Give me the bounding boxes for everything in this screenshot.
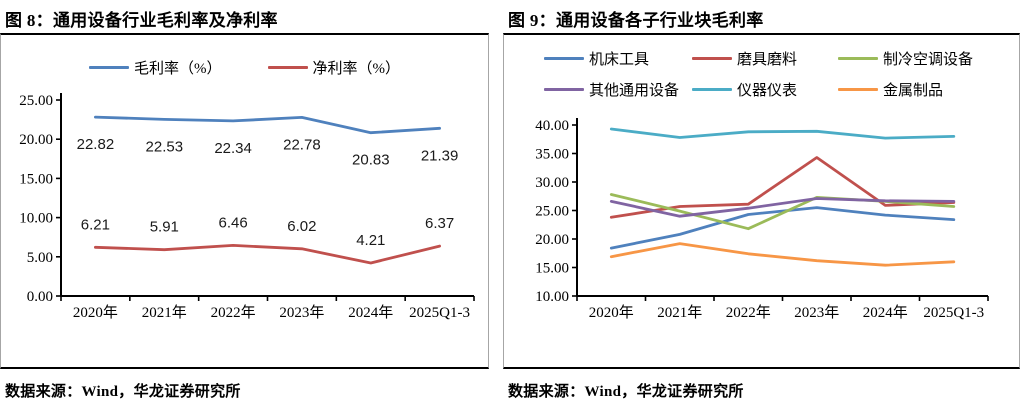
svg-text:15.00: 15.00 [535, 261, 569, 277]
legend-label: 机床工具 [589, 52, 650, 68]
svg-text:20.00: 20.00 [535, 232, 569, 248]
svg-text:25.00: 25.00 [19, 93, 53, 109]
legend-item: 仪器仪表 [692, 79, 838, 100]
legend-line-swatch [544, 57, 584, 60]
svg-text:2020年: 2020年 [589, 304, 634, 321]
legend-item: 其他通用设备 [544, 79, 692, 100]
svg-text:25.00: 25.00 [535, 204, 569, 220]
legend-line-swatch [838, 88, 878, 91]
figure-8-source: 数据来源：Wind，华龙证券研究所 [5, 384, 241, 400]
legend-label: 金属制品 [883, 83, 944, 99]
svg-text:2022年: 2022年 [211, 304, 256, 321]
svg-text:4.21: 4.21 [356, 232, 385, 249]
legend-label: 仪器仪表 [737, 83, 798, 99]
legend-label: 磨具磨料 [737, 52, 798, 68]
figure-9: 图 9：通用设备各子行业块毛利率 机床工具 磨具磨料 制冷空调设备其他通用设备 仪器仪… [503, 0, 1020, 401]
svg-text:10.00: 10.00 [19, 211, 53, 227]
svg-text:2021年: 2021年 [142, 304, 187, 321]
figure-9-chart-box: 机床工具 磨具磨料 制冷空调设备其他通用设备 仪器仪表 金属制品 10.00 15.00 2… [503, 33, 1020, 369]
svg-text:0.00: 0.00 [27, 289, 53, 305]
legend-line-swatch [267, 66, 308, 69]
svg-text:2023年: 2023年 [794, 304, 839, 321]
legend-item: 机床工具 [544, 48, 692, 69]
figure-9-legend: 机床工具 磨具磨料 制冷空调设备其他通用设备 仪器仪表 金属制品 [504, 35, 1019, 108]
svg-text:22.78: 22.78 [283, 136, 321, 153]
svg-text:22.53: 22.53 [146, 138, 184, 155]
legend-line-swatch [692, 88, 732, 91]
svg-text:2021年: 2021年 [657, 304, 702, 321]
legend-item: 磨具磨料 [692, 48, 838, 69]
legend-item: 金属制品 [838, 79, 1019, 100]
figure-9-source: 数据来源：Wind，华龙证券研究所 [508, 384, 744, 400]
legend-line-swatch [544, 88, 584, 91]
legend-item: 毛利率（%） [89, 57, 222, 78]
svg-text:40.00: 40.00 [535, 118, 569, 134]
svg-text:5.91: 5.91 [150, 219, 179, 236]
figure-8-line-plot: 0.00 5.00 10.00 15.00 20.00 25.00 2020年 2021年 20… [19, 93, 475, 321]
report-charts-row: 图 8：通用设备行业毛利率及净利率 毛利率（%） 净利率（%） 0.00 5.00 1… [0, 0, 1020, 401]
figure-9-line-plot: 10.00 15.00 20.00 25.00 30.00 35.00 40.00 2020年… [535, 118, 989, 321]
svg-text:20.83: 20.83 [352, 152, 390, 169]
svg-text:2024年: 2024年 [863, 304, 908, 321]
legend-label: 其他通用设备 [589, 83, 680, 99]
legend-item: 制冷空调设备 [838, 48, 1019, 69]
figure-8-title: 图 8：通用设备行业毛利率及净利率 [5, 11, 278, 30]
legend-line-swatch [838, 57, 878, 60]
legend-label: 制冷空调设备 [883, 52, 974, 68]
legend-label: 净利率（%） [312, 61, 401, 77]
svg-text:15.00: 15.00 [19, 171, 53, 187]
svg-text:35.00: 35.00 [535, 147, 569, 163]
svg-text:6.37: 6.37 [425, 215, 454, 232]
figure-8-chart-box: 毛利率（%） 净利率（%） 0.00 5.00 10.00 15.00 20.00 25.0… [0, 33, 489, 369]
svg-text:6.46: 6.46 [218, 214, 247, 231]
figure-8-legend: 毛利率（%） 净利率（%） [1, 35, 488, 88]
legend-item: 净利率（%） [267, 57, 401, 78]
legend-line-swatch [692, 57, 732, 60]
svg-text:20.00: 20.00 [19, 132, 53, 148]
svg-text:2022年: 2022年 [726, 304, 771, 321]
legend-label: 毛利率（%） [134, 61, 222, 77]
figure-9-title: 图 9：通用设备各子行业块毛利率 [508, 11, 764, 30]
svg-text:22.34: 22.34 [214, 140, 252, 157]
svg-text:2023年: 2023年 [279, 304, 324, 321]
legend-line-swatch [89, 66, 129, 69]
svg-text:22.82: 22.82 [77, 136, 115, 153]
svg-text:2025Q1-3: 2025Q1-3 [923, 305, 984, 321]
svg-text:30.00: 30.00 [535, 175, 569, 191]
svg-text:10.00: 10.00 [535, 289, 569, 305]
svg-text:6.02: 6.02 [287, 218, 316, 235]
svg-text:2025Q1-3: 2025Q1-3 [409, 305, 470, 321]
svg-text:2024年: 2024年 [348, 304, 393, 321]
figure-8: 图 8：通用设备行业毛利率及净利率 毛利率（%） 净利率（%） 0.00 5.00 1… [0, 0, 489, 401]
svg-text:5.00: 5.00 [27, 250, 53, 266]
svg-text:21.39: 21.39 [421, 147, 459, 164]
svg-text:2020年: 2020年 [73, 304, 118, 321]
svg-text:6.21: 6.21 [81, 216, 110, 233]
